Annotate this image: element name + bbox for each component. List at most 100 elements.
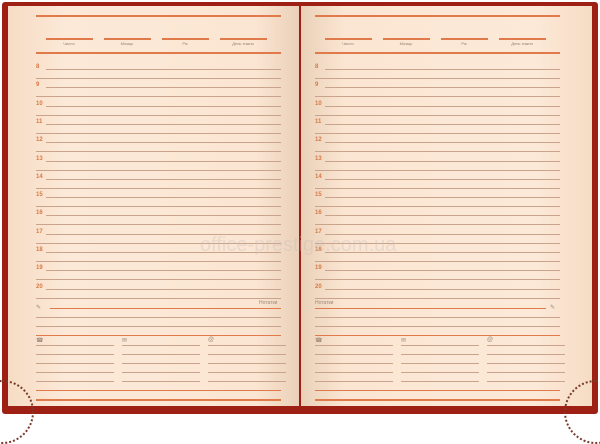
hour-label: 13 (36, 155, 43, 162)
date-field-label: Місяць (399, 41, 413, 46)
contact-line (401, 381, 479, 382)
date-field-line (383, 38, 430, 40)
date-field-label: Рік (461, 41, 467, 46)
half-hour-line (315, 114, 560, 116)
hour-line (46, 160, 281, 162)
hour-line (325, 105, 560, 107)
top-rule (315, 15, 560, 17)
hour-line (325, 87, 560, 89)
hour-label: 10 (36, 100, 43, 107)
phone-icon: ☎ (36, 338, 44, 344)
half-hour-line (315, 261, 560, 262)
date-field-line (162, 38, 209, 40)
half-hour-line (36, 297, 281, 299)
top-rule (36, 15, 281, 17)
left-page: Число Місяць Рік День тижня 8 9 10 11 12 13 14 15 16… (8, 6, 299, 406)
contact-line (122, 381, 200, 382)
hour-line (325, 288, 560, 290)
hour-label: 17 (36, 228, 43, 235)
contact-line (401, 372, 479, 373)
contact-line (208, 345, 286, 346)
date-field-line (325, 38, 372, 40)
contact-line (122, 345, 200, 346)
envelope-icon: ✉ (122, 338, 128, 344)
hour-label: 11 (315, 118, 322, 125)
contact-line (487, 345, 565, 346)
pencil-icon: ✎ (36, 305, 42, 311)
hour-line (46, 105, 281, 107)
hour-line (325, 233, 560, 235)
hour-label: 19 (315, 265, 322, 272)
notes-line (315, 326, 560, 327)
contact-line (208, 372, 286, 373)
half-hour-line (36, 261, 281, 262)
right-page: Число Місяць Рік День тижня 8 9 10 11 12 13 14 15 16… (301, 6, 592, 406)
date-field-line (46, 38, 93, 40)
hour-label: 19 (36, 265, 43, 272)
half-hour-line (36, 169, 281, 171)
contact-line (122, 363, 200, 364)
half-hour-line (315, 78, 560, 79)
date-field-label: Число (342, 41, 354, 46)
half-hour-line (36, 206, 281, 208)
half-hour-line (315, 206, 560, 208)
notes-rule (50, 308, 281, 309)
contact-line (208, 354, 286, 355)
notes-rule (315, 308, 546, 309)
hour-line (325, 252, 560, 253)
hour-label: 17 (315, 228, 322, 235)
half-hour-line (36, 78, 281, 79)
hour-line (46, 69, 281, 70)
hour-label: 16 (36, 210, 43, 217)
date-field-line (104, 38, 151, 40)
hour-line (46, 215, 281, 217)
contacts-rule (315, 335, 560, 336)
footer-rule (36, 399, 281, 401)
hour-label: 11 (36, 118, 43, 125)
hour-label: 18 (315, 247, 322, 253)
hour-line (325, 270, 560, 272)
half-hour-line (36, 187, 281, 189)
contact-line (487, 381, 565, 382)
watermark: office-prestige.com.ua (200, 234, 397, 256)
date-field-label: Рік (182, 41, 188, 46)
hour-line (46, 87, 281, 89)
hour-label: 8 (36, 64, 40, 70)
hour-line (46, 270, 281, 272)
contact-line (401, 363, 479, 364)
hour-label: 15 (36, 192, 43, 199)
contact-line (36, 363, 114, 364)
contact-line (315, 372, 393, 373)
contact-line (208, 381, 286, 382)
half-hour-line (315, 96, 560, 98)
notes-label: Нотатки (259, 300, 278, 306)
hour-label: 20 (315, 283, 322, 290)
contacts-rule (36, 335, 281, 336)
contact-line (122, 354, 200, 355)
bottom-rule (36, 390, 281, 391)
hour-line (325, 178, 560, 180)
contact-line (487, 354, 565, 355)
hour-label: 13 (315, 155, 322, 162)
hour-line (46, 233, 281, 235)
hour-label: 18 (36, 247, 43, 253)
hour-label: 12 (315, 137, 322, 144)
hour-line (325, 69, 560, 70)
half-hour-line (315, 187, 560, 189)
hour-label: 12 (36, 137, 43, 144)
date-field-label: Число (63, 41, 75, 46)
date-field-line (220, 38, 267, 40)
contact-line (315, 354, 393, 355)
pencil-icon: ✎ (550, 305, 556, 311)
hour-label: 15 (315, 192, 322, 199)
half-hour-line (36, 224, 281, 226)
date-field-line (441, 38, 488, 40)
half-hour-line (36, 151, 281, 153)
hour-line (325, 123, 560, 125)
contact-line (36, 372, 114, 373)
half-hour-line (315, 132, 560, 134)
hour-line (325, 215, 560, 217)
hour-label: 14 (36, 173, 43, 180)
half-hour-line (36, 279, 281, 281)
at-icon: @ (487, 337, 494, 343)
